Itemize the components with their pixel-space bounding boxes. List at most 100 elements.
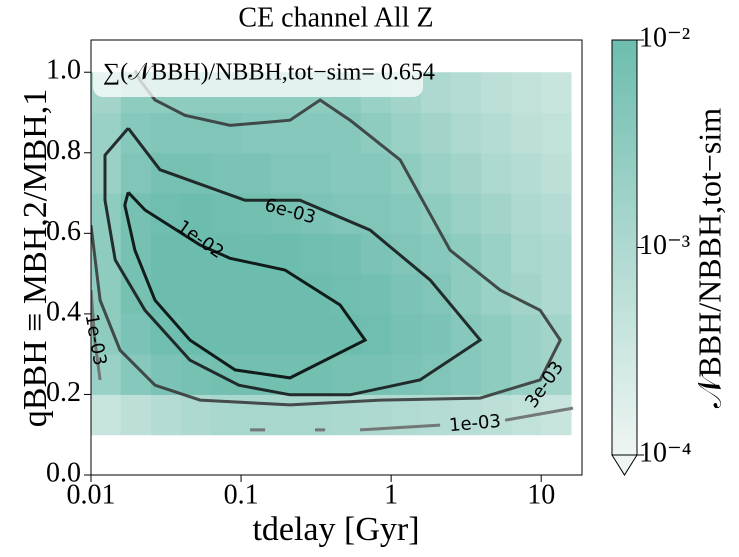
heatmap-cell — [241, 273, 272, 315]
x-tick-label: 10 — [527, 479, 555, 510]
heatmap-cell — [481, 394, 512, 436]
heatmap-cell — [270, 313, 302, 355]
heatmap-cell — [241, 112, 272, 154]
heatmap-cell — [301, 112, 332, 154]
heatmap-cell — [301, 152, 332, 194]
heatmap-cell — [270, 273, 302, 315]
heatmap-cell — [120, 354, 152, 395]
heatmap-cell — [420, 112, 452, 154]
plot-frame — [90, 39, 583, 476]
heatmap-cell — [481, 152, 512, 194]
heatmap-cell — [541, 354, 572, 395]
heatmap-cell — [150, 273, 182, 315]
heatmap-cell — [481, 72, 512, 113]
heatmap-cell — [511, 152, 542, 194]
contour-label: 1e-03 — [448, 411, 502, 436]
y-tick-label: 0.2 — [46, 377, 81, 408]
heatmap-cell — [451, 112, 482, 154]
heatmap-cell — [451, 193, 482, 234]
heatmap-cell — [91, 394, 122, 436]
heatmap-cell — [331, 273, 362, 315]
heatmap-cell — [511, 112, 542, 154]
heatmap-cell — [150, 193, 182, 234]
heatmap-cell — [211, 112, 242, 154]
heatmap-cell — [541, 112, 572, 154]
heatmap-cell — [331, 152, 362, 194]
heatmap-cell — [481, 313, 512, 355]
heatmap-cell — [361, 233, 392, 275]
heatmap-cell — [331, 193, 362, 234]
heatmap-cell — [301, 273, 332, 315]
heatmap-cell — [420, 152, 452, 194]
x-tick-label: 1 — [384, 479, 398, 510]
colorbar-tick-label: 10⁻³ — [639, 230, 690, 261]
annotation-box — [93, 55, 423, 97]
heatmap-cell — [420, 313, 452, 355]
heatmap-cell — [120, 394, 152, 436]
contour-line — [91, 289, 574, 432]
heatmap-cell — [481, 193, 512, 234]
heatmap-cell — [241, 152, 272, 194]
heatmap-cell — [391, 354, 422, 395]
heatmap-cell — [91, 354, 122, 395]
x-tick-label: 0.01 — [67, 479, 116, 510]
y-tick-label: 0.0 — [46, 457, 81, 488]
heatmap-cell — [120, 313, 152, 355]
heatmap-cell — [420, 273, 452, 315]
heatmap-cell — [481, 233, 512, 275]
heatmap-cell — [391, 273, 422, 315]
colorbar-tick-label: 10⁻² — [639, 22, 690, 53]
heatmap-cell — [511, 313, 542, 355]
heatmap-cell — [181, 354, 212, 395]
heatmap-cell — [451, 394, 482, 436]
heatmap-cell — [270, 112, 302, 154]
y-axis-label: qBBH ≡ MBH,2/MBH,1 — [17, 89, 54, 427]
heatmap-cell — [211, 273, 242, 315]
x-axis-label: tdelay [Gyr] — [252, 511, 419, 548]
heatmap-cell — [270, 152, 302, 194]
heatmap-cell — [301, 313, 332, 355]
heatmap-cell — [451, 152, 482, 194]
heatmap-cell — [511, 193, 542, 234]
colorbar-label: 𝒩BBH/NBBH,tot−sim — [691, 108, 727, 408]
heatmap-cell — [181, 193, 212, 234]
heatmap-cell — [420, 72, 452, 113]
heatmap-cell — [511, 72, 542, 113]
heatmap-cell — [211, 152, 242, 194]
heatmap-cell — [150, 112, 182, 154]
chart-title: CE channel All Z — [238, 2, 433, 33]
heatmap-cell — [150, 394, 182, 436]
heatmap-cell — [91, 273, 122, 315]
heatmap-cell — [541, 273, 572, 315]
contour-line — [123, 191, 368, 380]
heatmap-cell — [211, 313, 242, 355]
heatmap-cell — [541, 394, 572, 436]
heatmap-cell — [511, 233, 542, 275]
y-tick-label: 1.0 — [46, 55, 81, 86]
contour-line — [103, 127, 483, 397]
heatmap-cell — [211, 193, 242, 234]
colorbar-tick-label: 10⁻⁴ — [639, 437, 692, 468]
heatmap-cell — [331, 354, 362, 395]
heatmap-cell — [270, 394, 302, 436]
heatmap-cell — [241, 313, 272, 355]
plot-area — [91, 69, 574, 436]
y-tick-label: 0.4 — [46, 296, 81, 327]
heatmap-cell — [420, 233, 452, 275]
heatmap-cell — [451, 354, 482, 395]
heatmap-cell — [241, 233, 272, 275]
heatmap-cell — [541, 233, 572, 275]
heatmap-cell — [541, 152, 572, 194]
heatmap-cell — [420, 394, 452, 436]
heatmap-cell — [481, 354, 512, 395]
heatmap-cell — [361, 313, 392, 355]
heatmap-cell — [150, 233, 182, 275]
y-tick-label: 0.8 — [46, 135, 81, 166]
heatmap-cell — [91, 112, 122, 154]
heatmap-cell — [361, 152, 392, 194]
colorbar — [611, 39, 638, 456]
heatmap-cell — [361, 273, 392, 315]
x-tick-label: 0.1 — [224, 479, 259, 510]
heatmap-cell — [541, 193, 572, 234]
